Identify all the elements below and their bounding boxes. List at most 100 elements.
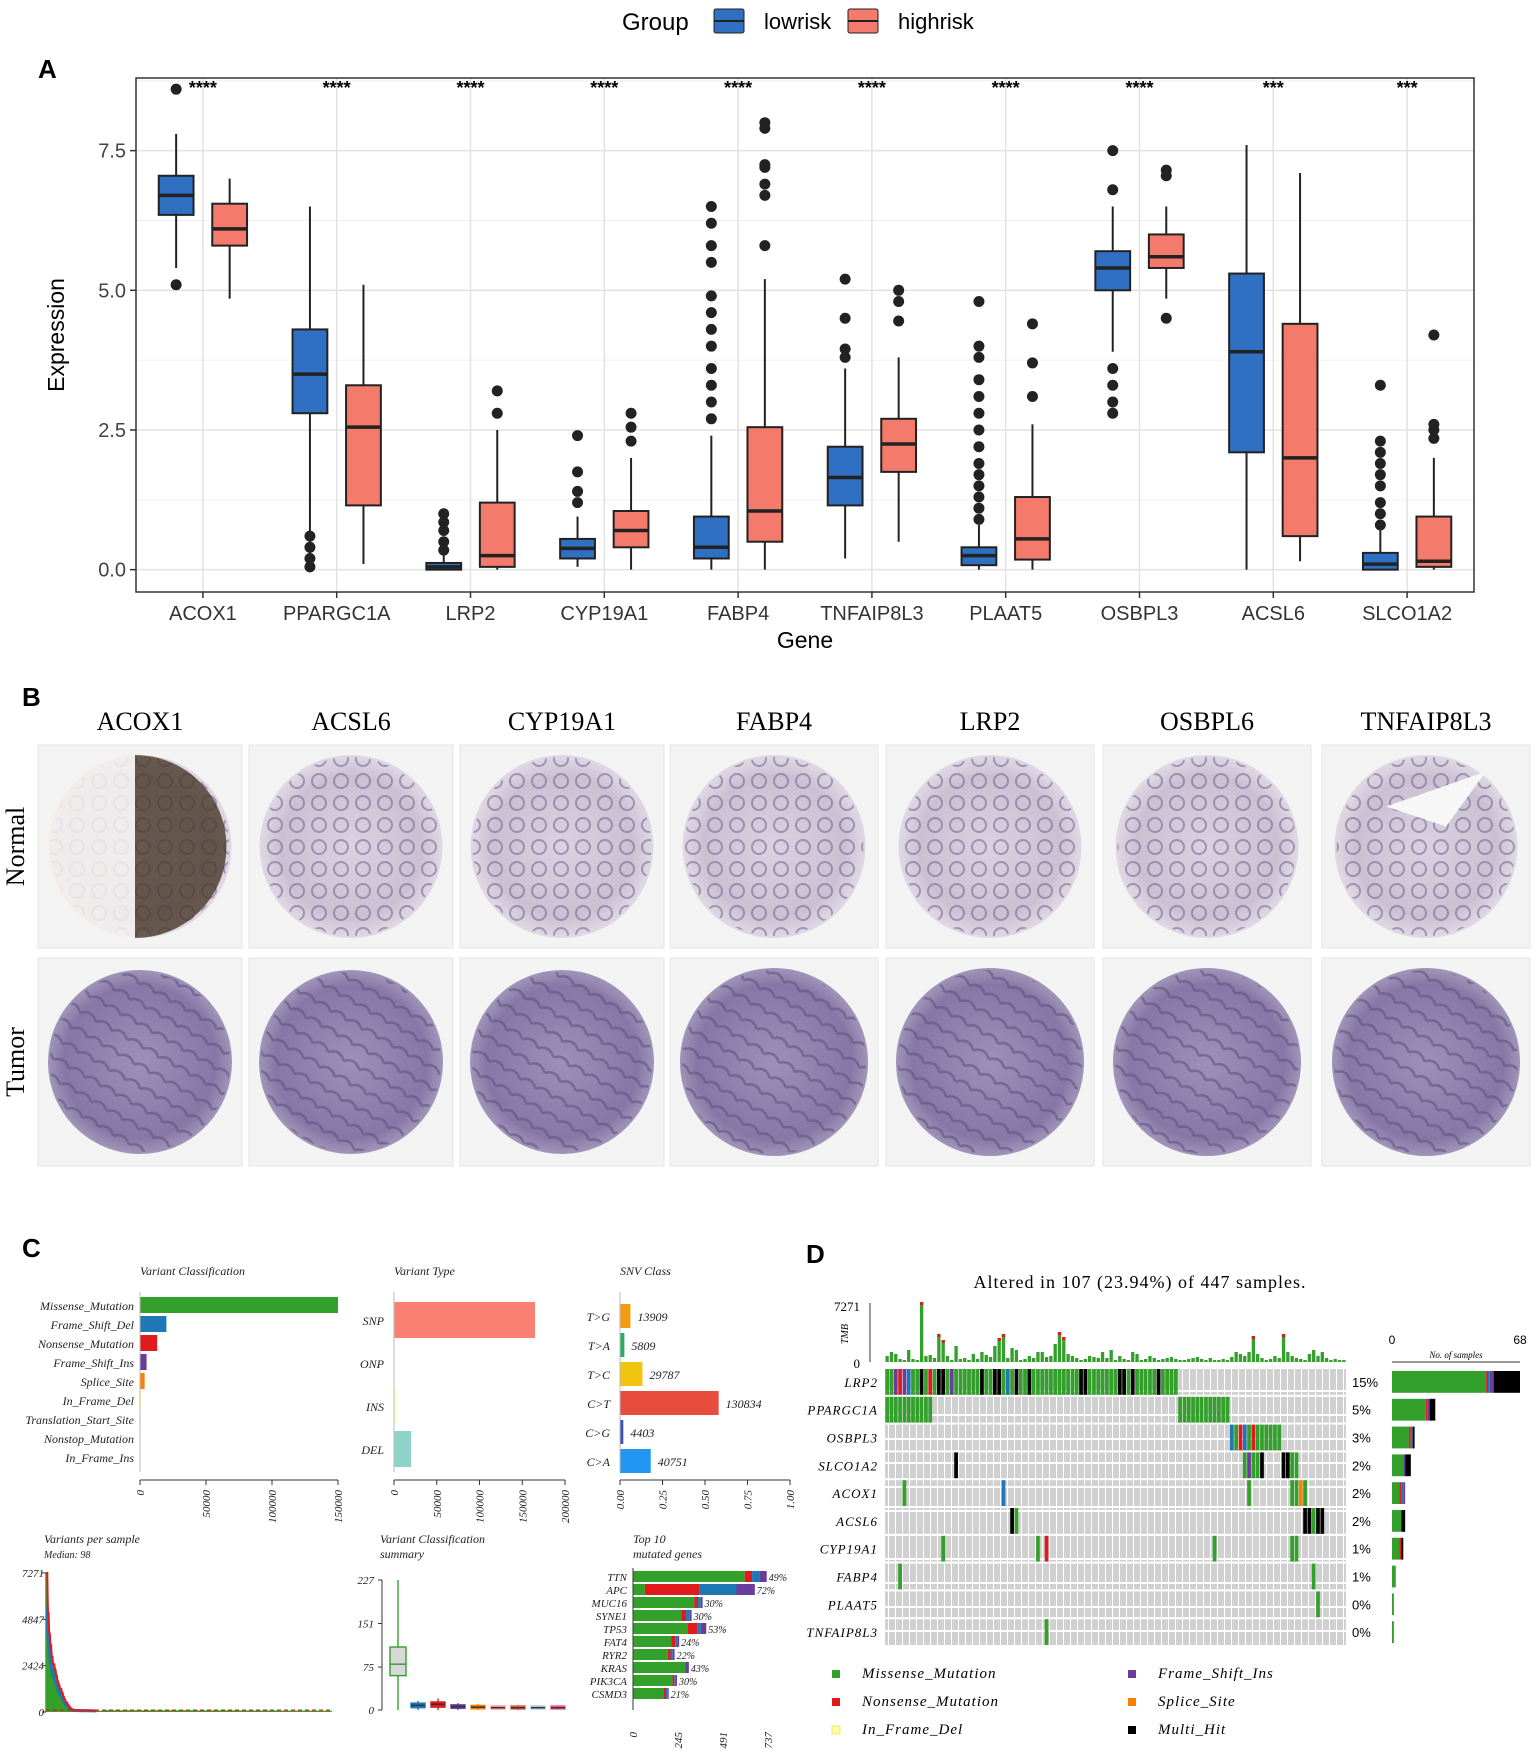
tmb-bar bbox=[1131, 1352, 1135, 1362]
snv-bar bbox=[620, 1391, 719, 1415]
oncoplot-pct-label: 2% bbox=[1352, 1486, 1371, 1501]
box-highrisk bbox=[612, 407, 650, 570]
oncoplot-pct-label: 5% bbox=[1352, 1403, 1371, 1418]
tmb-min-label: 0 bbox=[854, 1356, 861, 1371]
mutation-cell-lrp2 bbox=[997, 1369, 1002, 1395]
vcs-box bbox=[450, 1703, 466, 1710]
outlier-point bbox=[304, 530, 316, 542]
tmb-bar bbox=[1178, 1360, 1182, 1362]
tmb-bar bbox=[941, 1340, 945, 1362]
tmb-bar bbox=[963, 1358, 967, 1362]
mutation-cell-osbpl3 bbox=[1242, 1424, 1247, 1451]
mutation-cell-ppargc1a bbox=[924, 1396, 928, 1423]
tmb-bar bbox=[902, 1360, 907, 1362]
tmb-bar bbox=[1337, 1360, 1342, 1362]
box-body bbox=[291, 328, 329, 415]
outlier-point bbox=[973, 390, 985, 402]
outlier-point bbox=[438, 516, 450, 528]
oncoplot-gene-label: PLAAT5 bbox=[827, 1597, 878, 1612]
oncoplot-row-bg bbox=[885, 1591, 1346, 1618]
snv-category-label: C>G bbox=[585, 1426, 610, 1440]
oncoplot-panel-d: Altered in 107 (23.94%) of 447 samples. 7… bbox=[806, 1272, 1527, 1738]
tissue-texture bbox=[472, 757, 652, 936]
tmb-bar bbox=[1247, 1352, 1251, 1362]
tmb-bar bbox=[1001, 1334, 1006, 1362]
vcs-box bbox=[490, 1704, 506, 1710]
tmb-bar bbox=[984, 1355, 988, 1362]
significance-label: *** bbox=[1263, 78, 1284, 98]
oncoplot-gene-label: FABP4 bbox=[835, 1570, 878, 1585]
tissue-texture bbox=[261, 757, 441, 936]
top10-bar-segment bbox=[697, 1623, 701, 1634]
sample-count-bar-acsl6 bbox=[1392, 1510, 1402, 1532]
tmb-bar bbox=[1303, 1360, 1307, 1362]
snv-bar bbox=[620, 1420, 624, 1444]
box-lowrisk bbox=[1228, 145, 1265, 570]
vcs-tick-label: 227 bbox=[358, 1575, 375, 1587]
significance-label: **** bbox=[992, 78, 1020, 98]
tmb-bar bbox=[1307, 1354, 1312, 1362]
mutation-cell-acsl6 bbox=[1307, 1508, 1312, 1534]
snv-bar bbox=[620, 1333, 625, 1357]
vt-tick-label: 150000 bbox=[517, 1490, 529, 1524]
x-tick-label: ACSL6 bbox=[1242, 603, 1305, 625]
mutation-cell-lrp2 bbox=[975, 1369, 980, 1395]
tmb-bar bbox=[1234, 1352, 1238, 1362]
mutation-cell-cyp19a1 bbox=[1036, 1535, 1040, 1562]
tmb-bar bbox=[1092, 1357, 1096, 1362]
significance-label: **** bbox=[724, 78, 752, 98]
top10-bar-segment bbox=[689, 1610, 692, 1621]
snv-value-label: 4403 bbox=[630, 1426, 654, 1440]
mutation-cell-acox1 bbox=[902, 1480, 907, 1506]
vt-category-label: DEL bbox=[360, 1443, 384, 1457]
top10-bar-segment bbox=[677, 1636, 680, 1647]
mutation-cell-ppargc1a bbox=[1204, 1396, 1208, 1423]
sample-count-bar-acox1 bbox=[1399, 1482, 1402, 1504]
mutation-cell-lrp2 bbox=[1130, 1369, 1135, 1395]
top10-bar-segment bbox=[665, 1688, 668, 1699]
significance-label: **** bbox=[858, 78, 886, 98]
top10-pct-label: 53% bbox=[708, 1625, 726, 1636]
legend-swatch bbox=[831, 1725, 841, 1735]
mutation-cell-lrp2 bbox=[1105, 1369, 1109, 1395]
mutation-cell-osbpl3 bbox=[1247, 1424, 1251, 1451]
box-highrisk bbox=[211, 178, 249, 299]
legend-swatch bbox=[1128, 1698, 1136, 1706]
mutation-cell-fabp4 bbox=[1311, 1563, 1316, 1590]
vc-bar bbox=[140, 1392, 142, 1408]
mutation-cell-tnfaip8l3 bbox=[1044, 1619, 1049, 1645]
mutation-cell-lrp2 bbox=[893, 1369, 898, 1395]
sample-count-bar-ppargc1a bbox=[1427, 1398, 1430, 1421]
mutation-cell-lrp2 bbox=[1096, 1369, 1101, 1395]
vt-category-label: ONP bbox=[360, 1357, 385, 1371]
top10-bar-segment bbox=[736, 1584, 755, 1595]
outlier-point bbox=[438, 536, 450, 548]
mutation-cell-ppargc1a bbox=[906, 1396, 911, 1423]
legend-swatch bbox=[832, 1670, 840, 1678]
vt-tick-label: 0 bbox=[389, 1490, 401, 1496]
outlier-point bbox=[1374, 480, 1386, 492]
mutation-cell-osbpl3 bbox=[1234, 1424, 1238, 1451]
tmb-bar bbox=[1100, 1352, 1105, 1362]
snv-title: SNV Class bbox=[620, 1264, 671, 1278]
outlier-point bbox=[705, 217, 717, 229]
tmb-bar bbox=[907, 1350, 911, 1362]
x-tick-label: SLCO1A2 bbox=[1362, 603, 1452, 625]
tmb-bar bbox=[1096, 1358, 1100, 1362]
outlier-point bbox=[705, 396, 717, 408]
mutation-cell-acox1 bbox=[1298, 1480, 1303, 1506]
vc-category-label: Translation_Start_Site bbox=[25, 1413, 134, 1427]
mutation-cell-osbpl3 bbox=[1273, 1424, 1277, 1451]
vt-tick-label: 50000 bbox=[432, 1490, 444, 1518]
mutation-cell-acsl6 bbox=[1010, 1508, 1014, 1534]
tmb-bar bbox=[1329, 1360, 1333, 1362]
mutation-cell-lrp2 bbox=[1148, 1369, 1152, 1395]
box-lowrisk bbox=[1361, 379, 1399, 571]
ihc-image-osbpl6-normal bbox=[1102, 744, 1312, 949]
tmb-bar bbox=[1251, 1336, 1256, 1362]
mutation-cell-acox1 bbox=[1303, 1480, 1307, 1506]
vc-bar bbox=[140, 1335, 158, 1351]
tmb-bar bbox=[1049, 1356, 1053, 1362]
tmb-bar bbox=[1277, 1358, 1281, 1362]
mutation-cell-slco1a2 bbox=[1285, 1452, 1290, 1479]
